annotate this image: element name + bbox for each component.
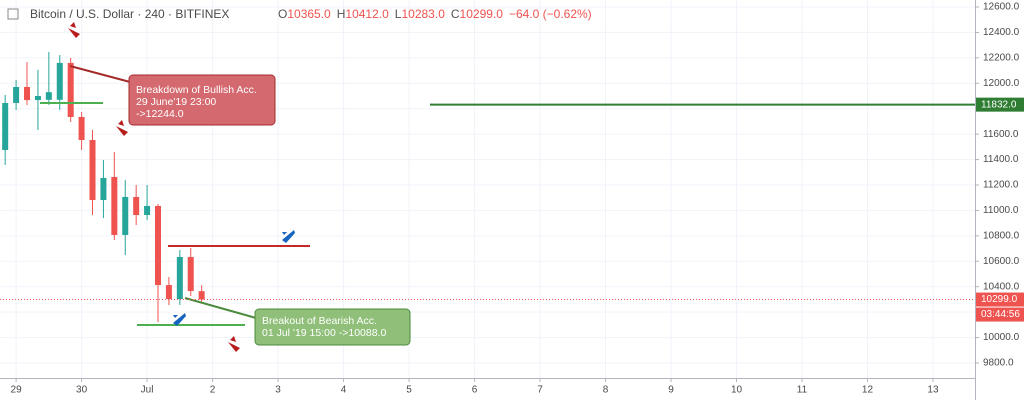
candle-body (154, 205, 161, 286)
candle-body (133, 196, 140, 216)
candle-body (176, 256, 183, 300)
callout-text: Breakout of Bearish Acc. (262, 315, 377, 327)
callout-text: ->12244.0 (136, 108, 184, 120)
x-tick-label: 13 (927, 385, 939, 396)
candle-body (144, 205, 151, 216)
y-tick-label: 11400.0 (983, 154, 1019, 165)
candle-body (165, 285, 172, 300)
rocket (68, 22, 80, 38)
y-tick-label: 11200.0 (983, 180, 1019, 191)
y-tick-label: 9800.0 (983, 358, 1014, 369)
rocket (228, 336, 240, 352)
ohlc-value: 10365.0 (287, 7, 331, 21)
x-tick-label: 12 (862, 385, 874, 396)
x-tick-label: 7 (537, 385, 543, 396)
x-tick-label: 9 (668, 385, 674, 396)
axes: 9800.010000.010200.010400.010600.010800.… (11, 2, 1020, 396)
y-tick-label: 12400.0 (983, 27, 1020, 38)
y-tick-label: 12200.0 (983, 52, 1020, 63)
x-tick-label: 4 (341, 385, 347, 396)
x-tick-label: Jul (141, 385, 154, 396)
y-tick-label: 10600.0 (983, 256, 1020, 267)
countdown: 03:44:56 (981, 309, 1020, 320)
ohlc-key: H (337, 7, 346, 21)
x-tick-label: 10 (731, 385, 743, 396)
callout-pointer (69, 65, 131, 83)
candle-body (122, 196, 129, 235)
rocket (173, 313, 186, 326)
candle-body (111, 176, 118, 235)
level-badge (976, 97, 1024, 112)
x-tick-label: 3 (275, 385, 281, 396)
x-tick-label: 30 (76, 385, 88, 396)
ohlc-key: L (395, 7, 402, 21)
candle-body (89, 139, 96, 200)
candle-body (67, 62, 74, 117)
ohlc-value: 10412.0 (345, 7, 389, 21)
rocket (282, 230, 295, 243)
candle-body (45, 92, 52, 100)
candle-body (24, 86, 31, 101)
callout-text: 29 June'19 23:00 (136, 96, 216, 108)
candles (2, 52, 205, 323)
x-tick-label: 6 (472, 385, 478, 396)
candle-body (100, 178, 107, 200)
y-tick-label: 10000.0 (983, 332, 1020, 343)
x-tick-label: 29 (11, 385, 23, 396)
candle-body (13, 86, 20, 103)
candle-body (2, 102, 9, 151)
y-tick-label: 11000.0 (983, 205, 1019, 216)
candle-body (34, 95, 41, 101)
ohlc-value: 10283.0 (401, 7, 445, 21)
rocket (116, 120, 128, 136)
callout-box (128, 74, 276, 126)
callout-box (254, 308, 411, 346)
callout-text: Breakdown of Bullish Acc. (136, 84, 257, 96)
x-tick-label: 11 (797, 385, 808, 396)
rocket-icons (173, 230, 295, 326)
x-tick-label: 8 (603, 385, 609, 396)
y-tick-label: 12000.0 (983, 78, 1020, 89)
price-badge (976, 292, 1024, 307)
callout-pointer (184, 297, 257, 319)
candle-body (198, 291, 205, 300)
symbol-title: Bitcoin / U.S. Dollar · 240 · BITFINEX (30, 7, 229, 21)
ohlc-key: O (278, 7, 287, 21)
candle-body (78, 116, 85, 140)
x-tick-label: 2 (210, 385, 216, 396)
rocket-icons (68, 22, 240, 352)
callout-text: 01 Jul '19 15:00 ->10088.0 (262, 327, 386, 339)
y-tick-label: 11600.0 (983, 129, 1019, 140)
ohlc-value: 10299.0 (460, 7, 504, 21)
ohlc-legend: O10365.0 H10412.0 L10283.0 C10299.0 −64.0 (−… (278, 7, 592, 21)
ohlc-key: C (451, 7, 460, 21)
x-tick-label: 5 (406, 385, 412, 396)
price-label: 10299.0 (981, 294, 1018, 305)
candle-body (187, 256, 194, 292)
level-label: 11832.0 (981, 99, 1017, 110)
y-tick-label: 10800.0 (983, 230, 1020, 241)
candle-body (56, 62, 63, 100)
change: −64.0 (−0.62%) (509, 7, 592, 21)
y-tick-label: 10400.0 (983, 281, 1020, 292)
collapse-icon[interactable] (7, 8, 19, 20)
y-tick-label: 12600.0 (983, 2, 1020, 13)
countdown-badge (976, 307, 1024, 322)
